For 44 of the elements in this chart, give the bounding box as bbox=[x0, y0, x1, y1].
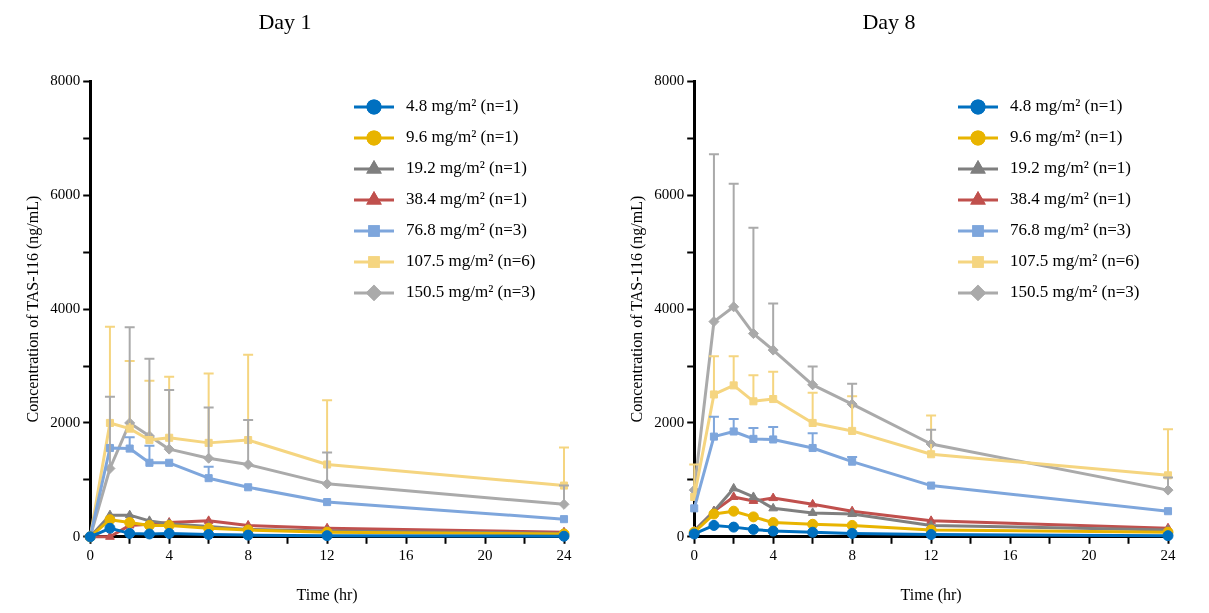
y-tick-label: 8000 bbox=[654, 72, 685, 89]
x-tick-label: 24 bbox=[556, 546, 572, 563]
y-tick-label: 2000 bbox=[50, 413, 81, 430]
legend-label: 38.4 mg/m² (n=1) bbox=[406, 189, 527, 209]
y-tick-label: 6000 bbox=[654, 186, 685, 203]
legend-label: 9.6 mg/m² (n=1) bbox=[406, 127, 519, 147]
chart-title: Day 8 bbox=[862, 8, 916, 34]
x-tick-label: 12 bbox=[319, 546, 335, 563]
y-tick-label: 2000 bbox=[654, 413, 685, 430]
x-tick-label: 20 bbox=[1081, 546, 1097, 563]
x-axis-title: Time (hr) bbox=[900, 585, 962, 604]
legend-label: 4.8 mg/m² (n=1) bbox=[406, 96, 519, 116]
y-axis-title: Concentration of TAS-116 (ng/mL) bbox=[23, 195, 42, 423]
chart-title: Day 1 bbox=[258, 8, 312, 34]
y-tick-label: 0 bbox=[72, 527, 81, 544]
y-tick-label: 0 bbox=[676, 527, 685, 544]
y-axis-title: Concentration of TAS-116 (ng/mL) bbox=[627, 195, 646, 423]
legend-label: 107.5 mg/m² (n=6) bbox=[1010, 251, 1140, 271]
x-tick-label: 16 bbox=[398, 546, 415, 563]
legend-label: 19.2 mg/m² (n=1) bbox=[406, 158, 527, 178]
x-tick-label: 0 bbox=[86, 546, 94, 563]
x-tick-label: 20 bbox=[477, 546, 493, 563]
legend-label: 76.8 mg/m² (n=3) bbox=[406, 220, 527, 240]
y-tick-label: 8000 bbox=[50, 72, 81, 89]
legend-label: 9.6 mg/m² (n=1) bbox=[1010, 127, 1123, 147]
y-tick-label: 6000 bbox=[50, 186, 81, 203]
legend-label: 76.8 mg/m² (n=3) bbox=[1010, 220, 1131, 240]
x-axis-title: Time (hr) bbox=[296, 585, 358, 604]
y-tick-label: 4000 bbox=[654, 300, 685, 317]
legend-label: 19.2 mg/m² (n=1) bbox=[1010, 158, 1131, 178]
x-tick-label: 8 bbox=[848, 546, 856, 563]
y-tick-label: 4000 bbox=[50, 300, 81, 317]
x-tick-label: 12 bbox=[923, 546, 939, 563]
legend-label: 4.8 mg/m² (n=1) bbox=[1010, 96, 1123, 116]
x-tick-label: 16 bbox=[1002, 546, 1019, 563]
legend-label: 150.5 mg/m² (n=3) bbox=[1010, 282, 1140, 302]
x-tick-label: 4 bbox=[769, 546, 778, 563]
x-tick-label: 24 bbox=[1160, 546, 1176, 563]
x-tick-label: 0 bbox=[690, 546, 698, 563]
legend-label: 38.4 mg/m² (n=1) bbox=[1010, 189, 1131, 209]
legend-label: 107.5 mg/m² (n=6) bbox=[406, 251, 536, 271]
legend-label: 150.5 mg/m² (n=3) bbox=[406, 282, 536, 302]
x-tick-label: 4 bbox=[165, 546, 174, 563]
x-tick-label: 8 bbox=[244, 546, 252, 563]
